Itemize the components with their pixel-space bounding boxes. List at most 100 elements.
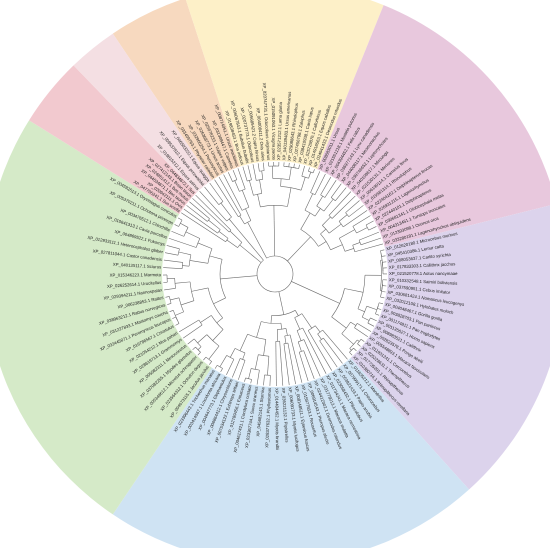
leaf-branch xyxy=(298,164,300,169)
internal-arc xyxy=(310,192,316,195)
internal-branch xyxy=(209,255,223,260)
leaf-branch xyxy=(189,201,210,220)
leaf-branch xyxy=(232,170,238,180)
internal-arc xyxy=(367,317,371,324)
internal-branch xyxy=(287,187,292,207)
internal-arc xyxy=(178,297,184,313)
internal-branch xyxy=(344,248,354,252)
leaf-branch xyxy=(322,329,348,360)
leaf-branch xyxy=(288,162,290,167)
internal-branch xyxy=(362,316,370,321)
leaf-branch xyxy=(183,324,203,339)
leaf-label: XP_020747731.1 Odocoileus virginianus xyxy=(262,83,272,161)
leaf-branch xyxy=(174,224,179,227)
leaf-branch xyxy=(345,200,360,213)
internal-arc xyxy=(217,229,221,234)
leaf-branch xyxy=(368,226,377,231)
internal-branch xyxy=(185,231,200,239)
leaf-branch xyxy=(298,352,309,382)
leaf-branch xyxy=(199,191,227,222)
tree-center-disk xyxy=(162,161,388,387)
internal-arc xyxy=(345,212,350,217)
internal-arc xyxy=(193,338,202,347)
internal-arc xyxy=(206,334,220,347)
clade-stem xyxy=(233,275,258,279)
leaf-label: XP_015346223.1 Marmota xyxy=(110,272,162,277)
leaf-branch xyxy=(166,245,180,250)
internal-arc xyxy=(207,248,213,264)
leaf-branch xyxy=(164,252,179,256)
internal-branch xyxy=(234,180,240,192)
internal-arc xyxy=(226,355,235,360)
internal-branch xyxy=(318,241,327,247)
internal-arc xyxy=(228,229,232,233)
internal-arc xyxy=(283,342,288,344)
internal-arc xyxy=(238,214,242,218)
leaf-branch xyxy=(209,182,224,202)
internal-branch xyxy=(242,352,246,360)
internal-arc xyxy=(211,315,224,330)
leaf-branch xyxy=(303,350,315,379)
leaf-label: XP_036221132.1 Pipistrellus xyxy=(281,388,290,443)
leaf-label: XP_008053637.1 Carlito syrichta xyxy=(388,252,452,264)
leaf-branch xyxy=(349,352,353,356)
clade-stem xyxy=(244,248,262,263)
leaf-branch xyxy=(256,370,260,385)
leaf-branch xyxy=(353,347,357,352)
leaf-branch xyxy=(192,346,196,351)
internal-branch xyxy=(350,321,357,326)
leaf-branch xyxy=(262,162,265,171)
clade-sector-green xyxy=(0,120,275,515)
internal-branch xyxy=(314,325,321,333)
leaf-branch xyxy=(302,327,327,374)
internal-branch xyxy=(285,328,288,336)
leaf-branch xyxy=(227,172,233,182)
leaf-branch xyxy=(330,183,342,198)
internal-arc xyxy=(298,339,305,343)
leaf-branch xyxy=(172,316,177,319)
internal-arc xyxy=(241,206,250,211)
leaf-branch xyxy=(328,191,352,216)
internal-branch xyxy=(304,193,314,211)
internal-branch xyxy=(344,288,364,293)
internal-arc xyxy=(361,306,368,318)
clade-stem xyxy=(287,244,304,262)
leaf-label: XP_017833303.1 Callithrix jacchus xyxy=(389,261,456,270)
internal-branch xyxy=(302,236,311,245)
internal-arc xyxy=(320,194,326,198)
leaf-branch xyxy=(165,296,170,298)
leaf-branch xyxy=(169,310,174,312)
leaf-branch xyxy=(303,339,321,377)
internal-branch xyxy=(197,346,202,350)
leaf-branch xyxy=(214,179,239,217)
internal-arc xyxy=(299,350,304,353)
internal-arc xyxy=(177,248,180,256)
internal-arc xyxy=(226,216,232,222)
leaf-branch xyxy=(238,360,246,380)
internal-branch xyxy=(239,244,245,250)
leaf-branch xyxy=(380,296,385,299)
leaf-label: XP_028377632.1 Phyllostomus xyxy=(264,388,272,448)
internal-arc xyxy=(218,201,224,205)
internal-arc xyxy=(256,179,263,181)
leaf-label: XP_026252614.1 Urocitellus xyxy=(107,280,162,289)
leaf-branch xyxy=(186,205,208,222)
internal-branch xyxy=(245,208,252,221)
leaf-branch xyxy=(307,330,332,371)
internal-branch xyxy=(317,333,322,340)
leaf-branch xyxy=(354,327,368,337)
internal-arc xyxy=(338,221,344,228)
clade-stem xyxy=(278,291,283,309)
internal-branch xyxy=(197,242,213,249)
leaf-branch xyxy=(289,334,303,383)
internal-branch xyxy=(212,329,224,341)
leaf-branch xyxy=(163,259,183,263)
internal-arc xyxy=(352,226,357,234)
leaf-label: XP_040135117.1 Sciurus xyxy=(113,262,162,270)
leaf-branch xyxy=(381,291,386,293)
clade-stem xyxy=(253,234,267,259)
internal-branch xyxy=(300,177,306,191)
internal-branch xyxy=(239,215,245,225)
leaf-branch xyxy=(250,379,252,384)
leaf-branch xyxy=(226,359,235,376)
